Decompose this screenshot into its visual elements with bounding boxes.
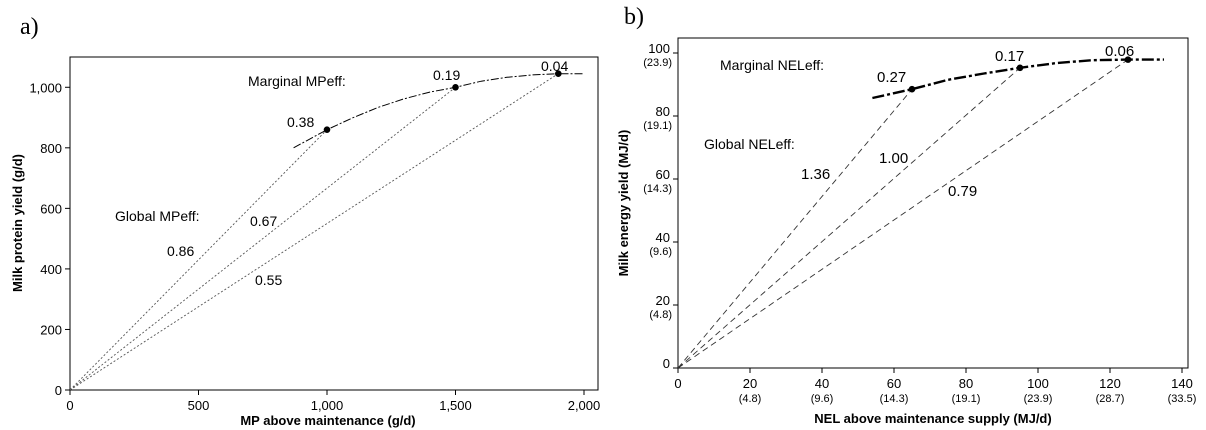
data-point	[323, 126, 331, 133]
chart-b: 0 20(4.8)40(9.6)60(14.3)80(19.1)100(23.9)…	[616, 37, 1197, 426]
plot-frame	[69, 56, 599, 391]
x-tick-sublabel: (14.3)	[880, 393, 909, 405]
x-tick-label: 0	[674, 376, 681, 391]
marginal-label-2: 0.17	[995, 48, 1024, 65]
x-tick-label: 100	[1027, 376, 1049, 391]
x-tick-label: 140	[1171, 376, 1193, 391]
y-tick-sublabel: (9.6)	[649, 246, 672, 258]
global-efficiency-line	[677, 67, 1021, 369]
global-label-3: 0.55	[255, 272, 282, 288]
x-tick-sublabel: (9.6)	[811, 393, 834, 405]
x-tick-label: 500	[188, 398, 210, 413]
x-tick-label: 80	[959, 376, 973, 391]
global-title: Global NELeff:	[704, 136, 795, 152]
y-tick-label: 600	[40, 201, 62, 216]
x-tick-sublabel: (28.7)	[1096, 393, 1125, 405]
marginal-label-1: 0.38	[287, 114, 314, 130]
global-label-3: 0.79	[948, 183, 977, 200]
marginal-title: Marginal NELeff:	[720, 57, 824, 73]
y-tick-sublabel: (23.9)	[643, 57, 672, 69]
global-efficiency-line	[69, 129, 328, 391]
y-tick-label: 400	[40, 262, 62, 277]
plot-frame	[677, 37, 1189, 369]
x-axis-title: NEL above maintenance supply (MJ/d)	[814, 411, 1051, 426]
global-label-1: 0.86	[167, 243, 194, 259]
y-axis-title: Milk energy yield (MJ/d)	[616, 130, 631, 277]
y-tick-sublabel: (4.8)	[649, 309, 672, 321]
x-tick-sublabel: (23.9)	[1024, 393, 1053, 405]
x-tick-label: 1,000	[311, 398, 344, 413]
y-tick-label: 1,000	[29, 80, 62, 95]
panel-a-letter: a)	[20, 14, 39, 40]
data-point	[908, 85, 916, 93]
global-title: Global MPeff:	[115, 208, 200, 224]
marginal-label-2: 0.19	[433, 67, 460, 83]
marginal-label-3: 0.04	[541, 58, 568, 74]
global-label-2: 1.00	[879, 150, 908, 167]
chart-a: 0 500 1,000 1,500 2,000 0 200 400 600 800 1,000 Ma…	[10, 56, 600, 428]
y-axis-title: Milk protein yield (g/d)	[10, 154, 25, 292]
x-tick-label: 40	[815, 376, 829, 391]
y-tick-label: 0	[55, 383, 62, 398]
x-tick-label: 60	[887, 376, 901, 391]
data-point	[452, 83, 459, 91]
marginal-label-3: 0.06	[1105, 43, 1134, 60]
x-tick-label: 20	[743, 376, 757, 391]
panel-b-letter: b)	[624, 4, 644, 30]
y-tick-label: 20	[656, 293, 670, 308]
y-tick-label: 60	[656, 167, 670, 182]
data-point	[1016, 64, 1024, 72]
y-tick-sublabel: (19.1)	[643, 120, 672, 132]
global-efficiency-line	[677, 88, 913, 369]
x-tick-label: 120	[1099, 376, 1121, 391]
y-tick-label: 200	[40, 322, 62, 337]
response-curve	[293, 73, 584, 149]
global-label-1: 1.36	[801, 166, 830, 183]
marginal-title: Marginal MPeff:	[248, 73, 346, 89]
y-tick-label: 80	[656, 104, 670, 119]
x-tick-sublabel: (33.5)	[1168, 393, 1197, 405]
y-tick-label: 0	[663, 356, 670, 371]
x-tick-label: 1,500	[439, 398, 472, 413]
global-efficiency-line	[677, 59, 1129, 369]
global-efficiency-line	[69, 73, 559, 391]
x-axis-title: MP above maintenance (g/d)	[240, 413, 415, 428]
global-label-2: 0.67	[250, 213, 277, 229]
y-tick-label: 100	[648, 41, 670, 56]
y-tick-sublabel: (14.3)	[643, 183, 672, 195]
x-tick-sublabel: (19.1)	[952, 393, 981, 405]
x-tick-label: 2,000	[568, 398, 600, 413]
y-tick-label: 800	[40, 141, 62, 156]
global-efficiency-line	[69, 86, 456, 391]
marginal-label-1: 0.27	[877, 69, 906, 86]
x-tick-label: 0	[66, 398, 73, 413]
y-tick-label: 40	[656, 230, 670, 245]
data-point	[555, 70, 562, 77]
data-point	[1124, 56, 1132, 63]
x-tick-sublabel: (4.8)	[739, 393, 762, 405]
